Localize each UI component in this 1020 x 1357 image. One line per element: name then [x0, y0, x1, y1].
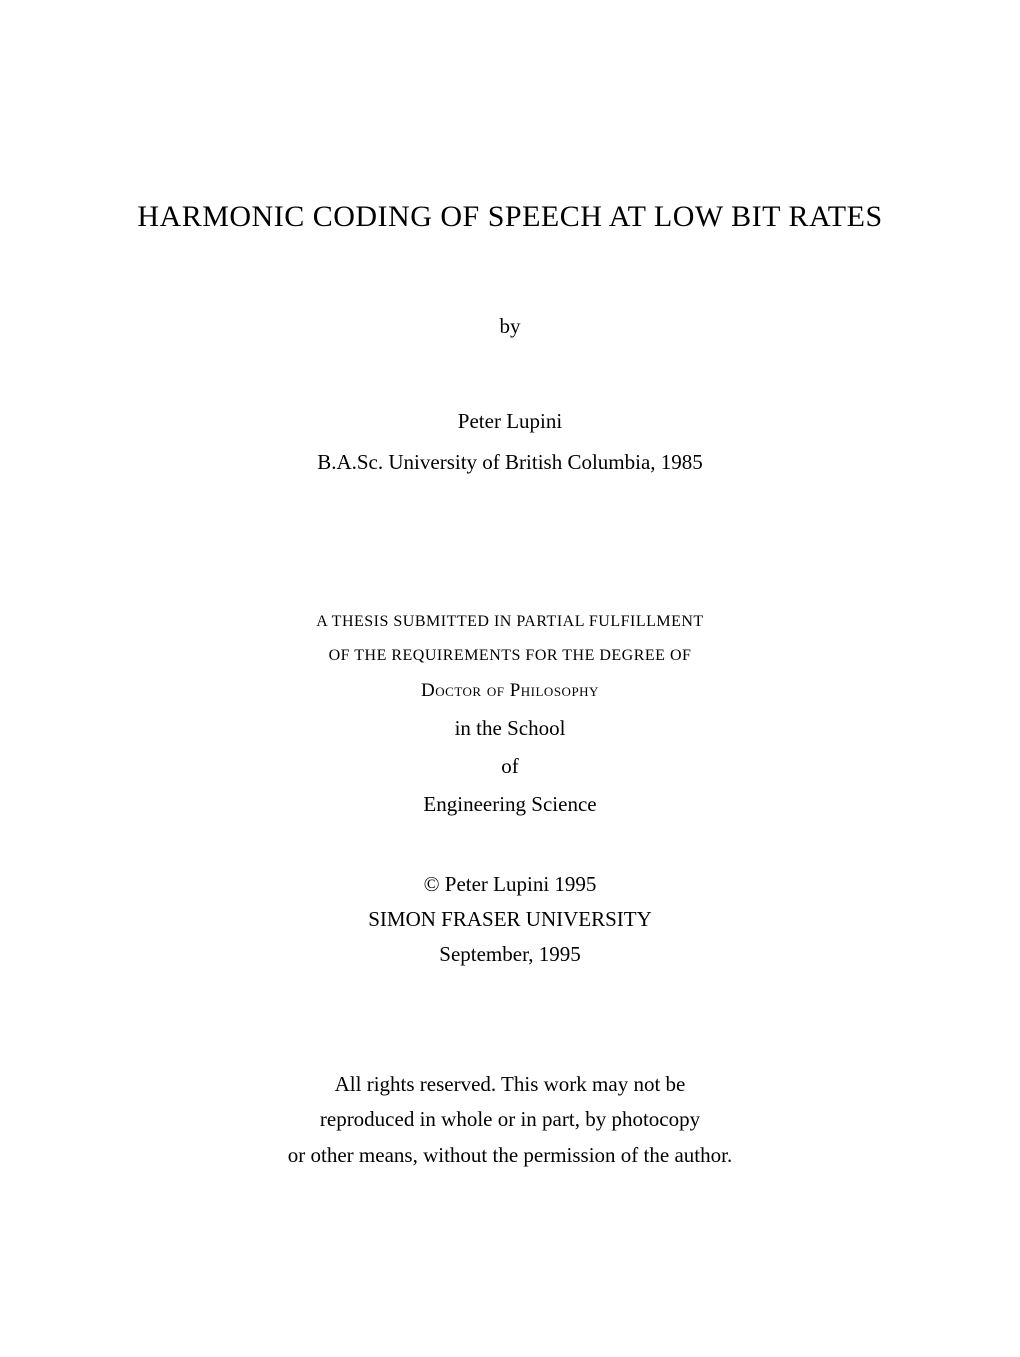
rights-line-2: reproduced in whole or in part, by photo… [110, 1102, 910, 1138]
date-line: September, 1995 [110, 942, 910, 967]
by-line: by [110, 314, 910, 339]
copyright-line: © Peter Lupini 1995 [110, 872, 910, 897]
thesis-submission-line-2: OF THE REQUIREMENTS FOR THE DEGREE OF [110, 639, 910, 673]
thesis-title: HARMONIC CODING OF SPEECH AT LOW BIT RAT… [110, 200, 910, 234]
degree-name: Doctor of Philosophy [110, 672, 910, 710]
rights-line-1: All rights reserved. This work may not b… [110, 1067, 910, 1103]
rights-line-3: or other means, without the permission o… [110, 1138, 910, 1174]
university-name: SIMON FRASER UNIVERSITY [110, 907, 910, 932]
of-line: of [110, 748, 910, 786]
spacer [110, 967, 910, 1067]
spacer [110, 824, 910, 872]
in-the-school: in the School [110, 710, 910, 748]
thesis-submission-line-1: A THESIS SUBMITTED IN PARTIAL FULFILLMEN… [110, 605, 910, 639]
department-name: Engineering Science [110, 786, 910, 824]
previous-degree: B.A.Sc. University of British Columbia, … [110, 450, 910, 475]
author-name: Peter Lupini [110, 409, 910, 434]
title-page: HARMONIC CODING OF SPEECH AT LOW BIT RAT… [0, 0, 1020, 1357]
